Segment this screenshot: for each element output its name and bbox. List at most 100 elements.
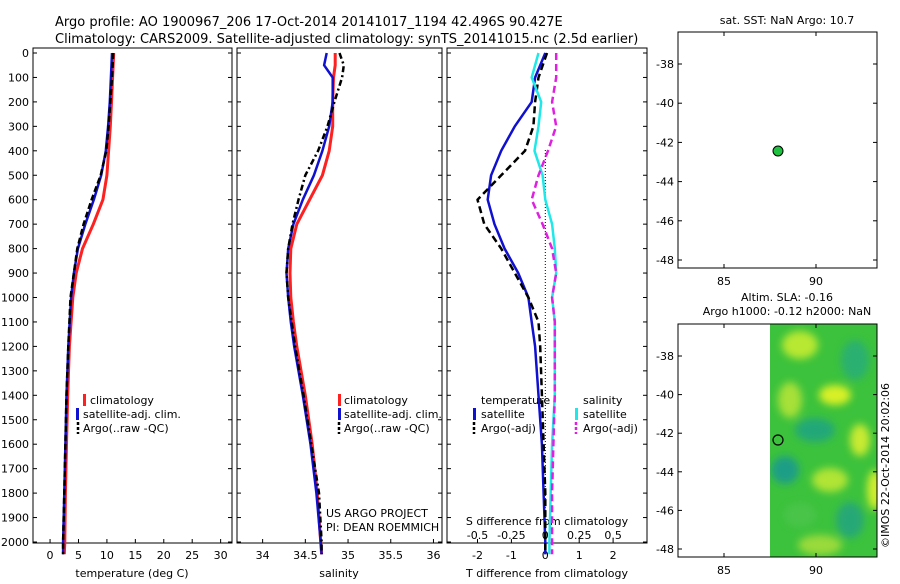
temperature-x-tick: 15 bbox=[128, 549, 142, 562]
map1-argo-location-marker bbox=[772, 145, 784, 157]
t-difference-argo-line bbox=[476, 52, 549, 555]
t-difference-x-tick: -2 bbox=[472, 549, 483, 562]
depth-tick-label: 200 bbox=[8, 96, 29, 109]
map-lon-tick: 85 bbox=[717, 275, 731, 288]
map-lon-tick: 90 bbox=[809, 275, 823, 288]
map-lon-tick: 85 bbox=[717, 564, 731, 577]
legend-climatology: climatology bbox=[90, 394, 154, 407]
depth-tick-label: 800 bbox=[8, 243, 29, 256]
depth-tick-label: 1400 bbox=[1, 389, 29, 402]
legend-satellite: satellite-adj. clim. bbox=[83, 408, 181, 421]
legend-argo: Argo(..raw -QC) bbox=[83, 422, 169, 435]
map2-title-1: Altim. SLA: -0.16 bbox=[741, 291, 833, 304]
salinity-x-tick: 35.5 bbox=[379, 549, 404, 562]
header-line-1: Argo profile: AO 1900967_206 17-Oct-2014… bbox=[55, 15, 563, 30]
t-difference-x-tick: -1 bbox=[506, 549, 517, 562]
axis-ticks bbox=[33, 52, 647, 543]
depth-tick-label: 1900 bbox=[1, 512, 29, 525]
temperature-x-tick-labels: 0 5 10 15 20 25 30 bbox=[47, 549, 228, 562]
header-line-2: Climatology: CARS2009. Satellite-adjuste… bbox=[55, 32, 638, 47]
map-lat-tick: -48 bbox=[656, 543, 674, 556]
legend-temperature-title: temperature bbox=[481, 394, 550, 407]
legend-swatch-climatology bbox=[338, 394, 341, 406]
depth-tick-label: 700 bbox=[8, 218, 29, 231]
temperature-panel-frame bbox=[32, 47, 233, 544]
map1-title: sat. SST: NaN Argo: 10.7 bbox=[720, 14, 854, 27]
map-lat-tick: -48 bbox=[656, 254, 674, 267]
legend-argo: Argo(..raw -QC) bbox=[344, 422, 430, 435]
temperature-xlabel: temperature (deg C) bbox=[75, 567, 188, 580]
depth-tick-label: 2000 bbox=[1, 536, 29, 549]
depth-tick-label: 1700 bbox=[1, 463, 29, 476]
salinity-argo-line bbox=[285, 52, 346, 555]
map-lat-tick: -40 bbox=[656, 97, 674, 110]
temperature-x-tick: 5 bbox=[75, 549, 82, 562]
t-difference-satellite-line bbox=[486, 52, 547, 555]
depth-tick-label: 1100 bbox=[1, 316, 29, 329]
map-lat-tick: -44 bbox=[656, 466, 674, 479]
map-lat-tick: -40 bbox=[656, 389, 674, 402]
map-lat-tick: -46 bbox=[656, 215, 674, 228]
map2-argo-location-marker bbox=[772, 434, 784, 446]
depth-tick-label: 400 bbox=[8, 145, 29, 158]
temperature-x-tick: 20 bbox=[157, 549, 171, 562]
t-difference-x-tick: 0 bbox=[542, 549, 549, 562]
map-lon-tick: 90 bbox=[809, 564, 823, 577]
salinity-x-tick: 34.5 bbox=[293, 549, 318, 562]
depth-tick-label: 500 bbox=[8, 169, 29, 182]
map2-ticks: -38-40-42-44-46-48859095 bbox=[656, 324, 877, 577]
temperature-legend: climatology satellite-adj. clim. Argo(..… bbox=[76, 394, 181, 435]
map2-frame bbox=[677, 323, 878, 558]
salinity-difference-tick-labels: -0.5 -0.25 0 0.25 0.5 bbox=[467, 529, 622, 542]
legend-salinity-title: salinity bbox=[583, 394, 623, 407]
profile-curves bbox=[61, 52, 558, 555]
s-difference-tick: -0.25 bbox=[497, 529, 525, 542]
difference-x-tick-labels: -2 -1 0 1 2 bbox=[472, 549, 617, 562]
depth-tick-label: 1800 bbox=[1, 487, 29, 500]
temperature-x-tick: 0 bbox=[47, 549, 54, 562]
depth-tick-label: 1600 bbox=[1, 438, 29, 451]
salinity-x-tick: 36 bbox=[426, 549, 440, 562]
legend-swatch-t-satellite bbox=[473, 408, 476, 420]
depth-tick-label: 1500 bbox=[1, 414, 29, 427]
legend-satellite: satellite-adj. clim. bbox=[344, 408, 442, 421]
depth-axis-labels: 0 100 200 300 400 500 600 700 800 900 1000 1100 1200… bbox=[1, 47, 29, 549]
map1-ticks: -38-40-42-44-46-48859095 bbox=[656, 32, 877, 288]
s-difference-tick: 0.5 bbox=[604, 529, 622, 542]
salinity-panel-frame bbox=[236, 47, 443, 544]
s-difference-satellite-line bbox=[530, 52, 558, 555]
imos-stamp: ©IMOS 22-Oct-2014 20:02:06 bbox=[879, 383, 892, 548]
difference-legend: temperature salinity satellite Argo(-adj… bbox=[472, 394, 638, 435]
map-lat-tick: -38 bbox=[656, 58, 674, 71]
map2-sla-field bbox=[770, 324, 877, 557]
salinity-x-tick: 34 bbox=[256, 549, 270, 562]
depth-tick-label: 100 bbox=[8, 71, 29, 84]
map-lat-tick: -42 bbox=[656, 427, 674, 440]
legend-t-argo: Argo(-adj) bbox=[481, 422, 536, 435]
legend-swatch-s-satellite bbox=[575, 408, 578, 420]
depth-tick-label: 1300 bbox=[1, 365, 29, 378]
legend-swatch-satellite bbox=[338, 408, 341, 420]
salinity-x-tick-labels: 34 34.5 35 35.5 36 bbox=[256, 549, 441, 562]
legend-swatch-satellite bbox=[76, 408, 79, 420]
t-difference-x-tick: 2 bbox=[610, 549, 617, 562]
s-difference-tick: 0.25 bbox=[567, 529, 592, 542]
depth-tick-label: 300 bbox=[8, 120, 29, 133]
salinity-difference-label: S difference from climatology bbox=[466, 515, 629, 528]
temperature-x-tick: 10 bbox=[100, 549, 114, 562]
depth-tick-label: 1200 bbox=[1, 340, 29, 353]
credit-project: US ARGO PROJECT bbox=[326, 507, 428, 520]
temperature-x-tick: 25 bbox=[185, 549, 199, 562]
difference-panel-frame bbox=[446, 47, 648, 544]
difference-xlabel: T difference from climatology bbox=[465, 567, 628, 580]
salinity-satellite-line bbox=[285, 52, 334, 555]
map-lat-tick: -38 bbox=[656, 350, 674, 363]
depth-tick-label: 600 bbox=[8, 194, 29, 207]
map-lat-tick: -42 bbox=[656, 136, 674, 149]
temperature-x-tick: 30 bbox=[214, 549, 228, 562]
depth-tick-label: 0 bbox=[22, 47, 29, 60]
legend-s-argo: Argo(-adj) bbox=[583, 422, 638, 435]
legend-swatch-climatology bbox=[83, 394, 86, 406]
t-difference-x-tick: 1 bbox=[576, 549, 583, 562]
legend-s-satellite: satellite bbox=[583, 408, 627, 421]
